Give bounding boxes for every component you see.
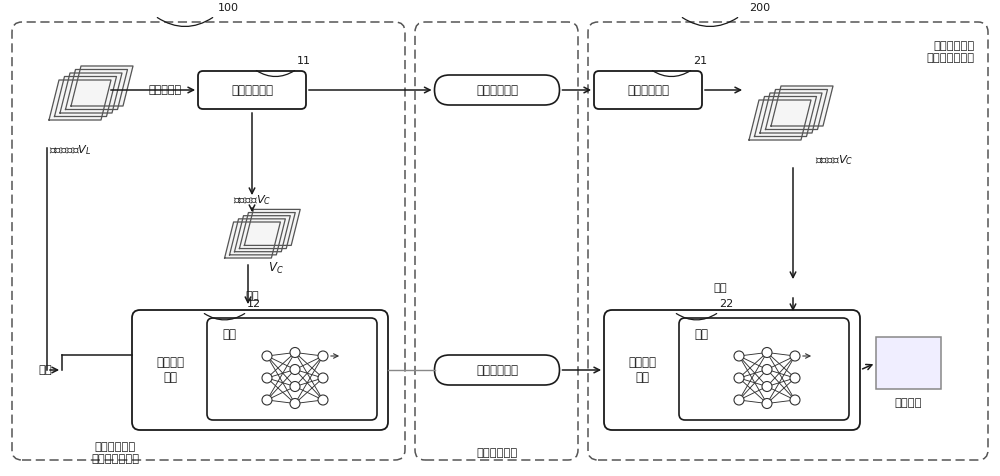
FancyBboxPatch shape — [679, 318, 849, 420]
Circle shape — [318, 351, 328, 361]
Polygon shape — [71, 66, 133, 106]
Circle shape — [762, 347, 772, 357]
Text: 训练: 训练 — [222, 327, 236, 340]
Circle shape — [290, 398, 300, 408]
Text: 修复视频: 修复视频 — [895, 398, 922, 408]
Circle shape — [790, 351, 800, 361]
Text: 100: 100 — [218, 3, 239, 13]
Text: 11: 11 — [297, 56, 311, 66]
FancyBboxPatch shape — [198, 71, 306, 109]
Text: 200: 200 — [749, 3, 771, 13]
Circle shape — [762, 398, 772, 408]
Circle shape — [734, 395, 744, 405]
Circle shape — [262, 373, 272, 383]
FancyBboxPatch shape — [604, 310, 860, 430]
Polygon shape — [766, 89, 828, 129]
Circle shape — [290, 381, 300, 391]
Circle shape — [290, 347, 300, 357]
Text: 原始视频帧$V_L$: 原始视频帧$V_L$ — [49, 143, 91, 157]
FancyBboxPatch shape — [434, 355, 560, 385]
Polygon shape — [760, 93, 822, 133]
Polygon shape — [755, 97, 816, 137]
Text: 基于神经网络
的视频编码装置: 基于神经网络 的视频编码装置 — [91, 442, 139, 464]
Text: 第一码流数据: 第一码流数据 — [476, 83, 518, 97]
Polygon shape — [49, 80, 111, 120]
FancyBboxPatch shape — [415, 22, 578, 460]
Text: 21: 21 — [693, 56, 707, 66]
Circle shape — [790, 373, 800, 383]
Text: 第二解码
模块: 第二解码 模块 — [628, 356, 656, 384]
Polygon shape — [230, 219, 285, 255]
FancyBboxPatch shape — [588, 22, 988, 460]
Text: 神经网络信息: 神经网络信息 — [476, 364, 518, 377]
Text: 第一编码模块: 第一编码模块 — [231, 83, 273, 97]
Polygon shape — [225, 222, 280, 258]
Polygon shape — [771, 86, 833, 126]
FancyBboxPatch shape — [434, 75, 560, 105]
Text: 第一解码模块: 第一解码模块 — [627, 83, 669, 97]
Polygon shape — [66, 69, 128, 109]
Circle shape — [262, 395, 272, 405]
Circle shape — [318, 373, 328, 383]
Text: 重建图像$V_C$: 重建图像$V_C$ — [815, 153, 853, 167]
Text: 需传递的数据: 需传递的数据 — [476, 448, 518, 458]
Polygon shape — [239, 213, 295, 248]
Polygon shape — [234, 216, 290, 252]
FancyBboxPatch shape — [12, 22, 405, 460]
Polygon shape — [749, 100, 811, 140]
FancyBboxPatch shape — [132, 310, 388, 430]
Polygon shape — [244, 209, 300, 246]
Text: 原始视频帧: 原始视频帧 — [148, 85, 182, 95]
Bar — [876, 337, 941, 389]
Text: 输入: 输入 — [713, 283, 727, 293]
Circle shape — [734, 351, 744, 361]
Text: 22: 22 — [719, 299, 733, 309]
Circle shape — [318, 395, 328, 405]
Circle shape — [790, 395, 800, 405]
Polygon shape — [54, 77, 116, 117]
Text: 重建图像$V_C$: 重建图像$V_C$ — [233, 193, 271, 207]
Text: 12: 12 — [247, 299, 261, 309]
Text: $V_C$: $V_C$ — [268, 260, 284, 276]
Text: 标签: 标签 — [38, 365, 52, 375]
Polygon shape — [60, 73, 122, 113]
FancyBboxPatch shape — [207, 318, 377, 420]
FancyBboxPatch shape — [594, 71, 702, 109]
Circle shape — [734, 373, 744, 383]
Circle shape — [762, 365, 772, 375]
Circle shape — [762, 381, 772, 391]
Text: 第二编码
模块: 第二编码 模块 — [156, 356, 184, 384]
Text: 基于神经网络
的视频解码装置: 基于神经网络 的视频解码装置 — [927, 41, 975, 63]
Text: 输入: 输入 — [245, 291, 259, 301]
Circle shape — [262, 351, 272, 361]
Circle shape — [290, 365, 300, 375]
Text: 修复: 修复 — [694, 327, 708, 340]
